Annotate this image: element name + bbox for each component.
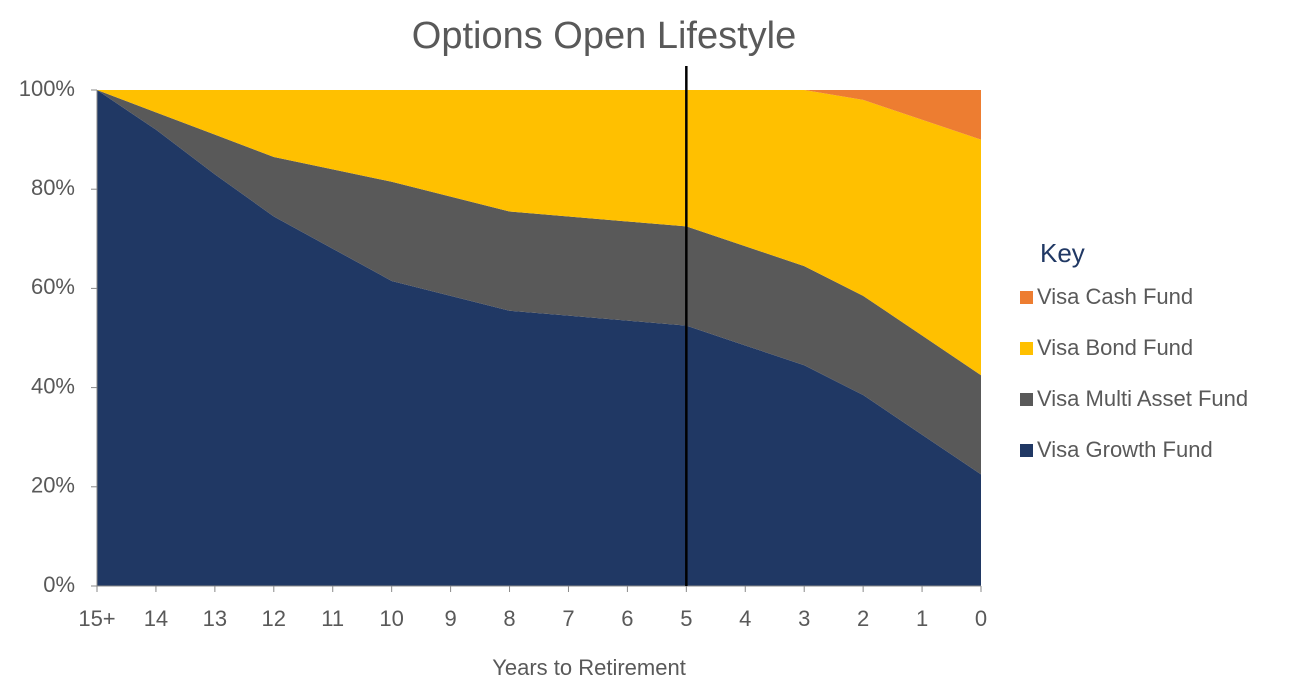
area — [97, 90, 981, 140]
legend-swatch — [1020, 444, 1033, 457]
legend-label: Visa Multi Asset Fund — [1037, 386, 1248, 411]
x-tick-label: 7 — [562, 606, 574, 631]
y-tick-label: 40% — [31, 373, 75, 398]
x-tick-label: 0 — [975, 606, 987, 631]
x-tick-label: 3 — [798, 606, 810, 631]
legend-swatch — [1020, 291, 1033, 304]
x-tick-label: 5 — [680, 606, 692, 631]
legend-label: Visa Growth Fund — [1037, 437, 1213, 462]
x-tick-label: 9 — [444, 606, 456, 631]
legend-swatch — [1020, 342, 1033, 355]
x-tick-label: 2 — [857, 606, 869, 631]
x-tick-label: 4 — [739, 606, 751, 631]
y-tick-label: 80% — [31, 175, 75, 200]
x-tick-label: 15+ — [78, 606, 115, 631]
x-tick-label: 11 — [321, 606, 344, 631]
x-tick-label: 13 — [203, 606, 227, 631]
area — [97, 90, 981, 586]
y-tick-label: 100% — [19, 76, 75, 101]
x-tick-label: 12 — [262, 606, 286, 631]
legend-title: Key — [1040, 238, 1085, 268]
legend-label: Visa Bond Fund — [1037, 335, 1193, 360]
area — [97, 90, 981, 475]
x-tick-label: 8 — [503, 606, 515, 631]
legend-swatch — [1020, 393, 1033, 406]
x-tick-label: 1 — [916, 606, 928, 631]
area — [97, 90, 981, 376]
x-tick-label: 14 — [144, 606, 168, 631]
legend-label: Visa Cash Fund — [1037, 284, 1193, 309]
x-axis-label: Years to Retirement — [492, 655, 686, 680]
chart-title: Options Open Lifestyle — [412, 15, 796, 57]
y-tick-label: 0% — [43, 572, 75, 597]
y-tick-label: 60% — [31, 274, 75, 299]
x-tick-label: 6 — [621, 606, 633, 631]
x-tick-label: 10 — [379, 606, 403, 631]
y-tick-label: 20% — [31, 473, 75, 498]
